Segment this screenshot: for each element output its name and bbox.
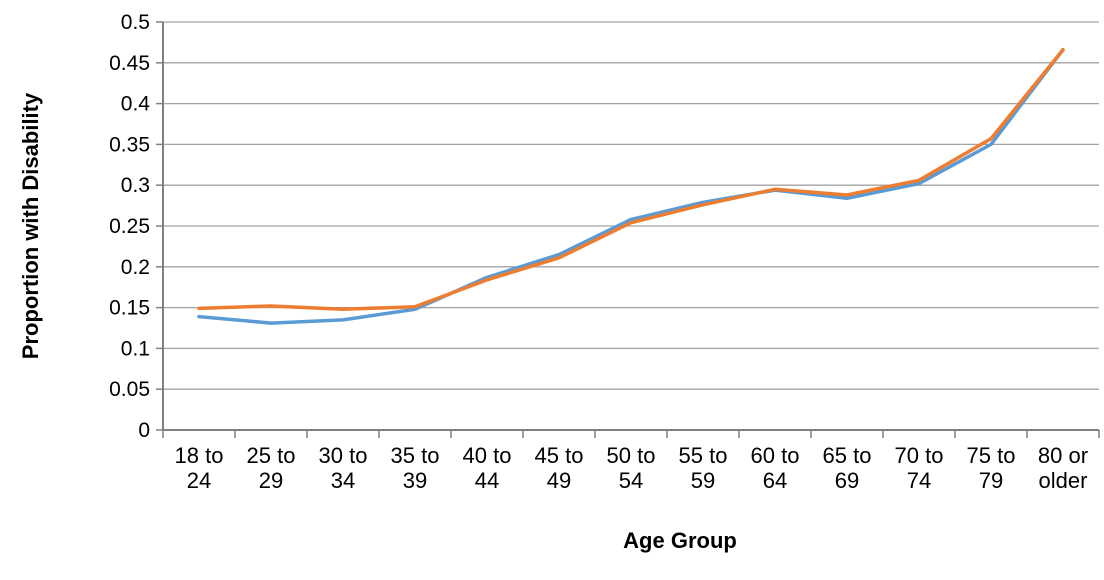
y-axis-tick-label: 0.5 bbox=[121, 11, 150, 34]
y-axis-tick-label: 0.2 bbox=[121, 256, 150, 279]
y-axis-tick-label: 0.35 bbox=[109, 133, 150, 156]
tick-marks bbox=[156, 21, 1100, 438]
gridlines bbox=[163, 21, 1099, 390]
x-axis-tick-label: 35 to 39 bbox=[391, 443, 440, 493]
x-axis-tick-label: 70 to 74 bbox=[895, 443, 944, 493]
y-axis-tick-label: 0.15 bbox=[109, 297, 150, 320]
x-axis-tick-label: 50 to 54 bbox=[607, 443, 656, 493]
y-axis-tick-label: 0.1 bbox=[121, 337, 150, 360]
x-axis-tick-label: 45 to 49 bbox=[535, 443, 584, 493]
y-axis-title: Proportion with Disability bbox=[18, 92, 43, 359]
x-axis-tick-label: 30 to 34 bbox=[319, 443, 368, 493]
y-axis-tick-label: 0.4 bbox=[121, 93, 151, 116]
x-axis-tick-label: 55 to 59 bbox=[679, 443, 728, 493]
axes bbox=[162, 22, 1099, 431]
series-lines bbox=[197, 47, 1065, 325]
x-axis-tick-label: 65 to 69 bbox=[823, 443, 872, 493]
y-axis-tick-label: 0.05 bbox=[109, 378, 150, 401]
x-axis-tick-label: 25 to 29 bbox=[247, 443, 296, 493]
series-line-orange-line bbox=[197, 47, 1065, 311]
series-line-blue-line bbox=[197, 47, 1065, 325]
y-axis-tick-label: 0.25 bbox=[109, 215, 150, 238]
x-axis-tick-label: 60 to 64 bbox=[751, 443, 800, 493]
y-axis-tick-label: 0.45 bbox=[109, 52, 150, 75]
x-axis-tick-label: 18 to 24 bbox=[175, 443, 224, 493]
x-axis-tick-label: 80 or older bbox=[1038, 443, 1088, 493]
y-axis-tick-labels: 0 0.05 0.1 0.15 0.2 0.25 0.3 0.35 0.4 0.45 0.5 bbox=[109, 11, 150, 442]
y-axis-tick-label: 0.3 bbox=[121, 174, 150, 197]
x-axis-tick-label: 75 to 79 bbox=[967, 443, 1016, 493]
y-axis-tick-label: 0 bbox=[138, 419, 150, 442]
x-axis-title: Age Group bbox=[623, 528, 737, 553]
x-axis-tick-label: 40 to 44 bbox=[463, 443, 512, 493]
x-axis-tick-labels: 18 to 24 25 to 29 30 to 34 35 to 39 40 to 44 45 to… bbox=[175, 443, 1089, 493]
